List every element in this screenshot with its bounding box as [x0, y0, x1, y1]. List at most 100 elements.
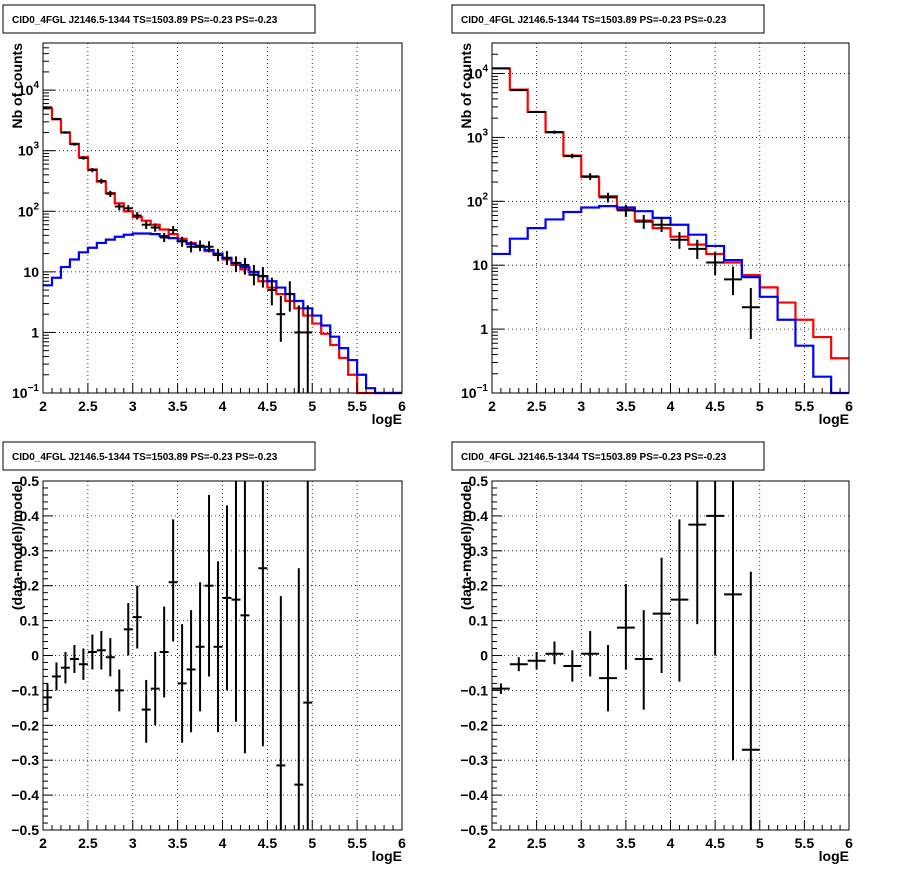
data-point: [599, 192, 617, 203]
data-point: [563, 153, 582, 159]
data-point: [114, 669, 124, 712]
data-point: [294, 305, 304, 393]
x-tick-label: 2.5: [78, 398, 98, 414]
data-point: [168, 226, 178, 235]
y-tick-label: 0.3: [469, 543, 489, 559]
chart-pad-top-left: CID0_4FGL J2146.5-1344 TS=1503.89 PS=-0.…: [0, 0, 449, 437]
x-tick-label: 4: [219, 835, 227, 851]
data-point: [276, 596, 286, 830]
x-axis: 2 2.5 3 3.5 4 4.5 5 5.5 6: [488, 820, 853, 851]
data-point: [545, 641, 564, 665]
data-point: [652, 217, 671, 233]
y-tick-label: 10: [23, 264, 39, 280]
y-tick-label: −0.3: [11, 752, 39, 768]
data-point: [87, 167, 97, 173]
x-tick-label: 2: [39, 835, 47, 851]
x-tick-label: 3.5: [616, 398, 636, 414]
data-point: [527, 110, 546, 114]
y-tick-label: 0.5: [20, 473, 40, 489]
data-point: [114, 203, 124, 211]
data-point: [581, 631, 600, 677]
tick-exponent: 3: [33, 141, 39, 152]
data-point: [545, 130, 564, 134]
x-axis-label: logE: [819, 848, 849, 864]
data-point: [204, 494, 214, 677]
data-point: [670, 519, 689, 682]
data-point: [132, 212, 142, 220]
tick-exponent: 2: [33, 201, 39, 212]
y-tick-label: −0.5: [11, 822, 39, 838]
title-frame: [451, 441, 765, 471]
data-point: [51, 662, 61, 691]
chart-pad-top-right: CID0_4FGL J2146.5-1344 TS=1503.89 PS=-0.…: [449, 0, 898, 437]
y-tick-label: 0.1: [469, 613, 489, 629]
tick-exponent: −1: [477, 383, 489, 394]
data-point: [168, 519, 178, 642]
x-tick-label: 6: [398, 398, 406, 414]
y-tick-label: 0: [31, 648, 39, 664]
chart-svg: CID0_4FGL J2146.5-1344 TS=1503.89 PS=-0.…: [2, 441, 406, 864]
tick-exponent: 2: [482, 191, 488, 202]
chart-title-box: CID0_4FGL J2146.5-1344 TS=1503.89 PS=-0.…: [2, 441, 316, 471]
tick-exponent: 3: [482, 127, 488, 138]
data-point: [78, 156, 88, 160]
y-axis: −0.5 −0.4 −0.3 −0.2 −0.1 0 0.1 0.2 0.3 0.4 0.5: [460, 473, 502, 838]
chart-title-box: CID0_4FGL J2146.5-1344 TS=1503.89 PS=-0.…: [451, 4, 765, 34]
data-point: [141, 220, 151, 229]
chart-title: CID0_4FGL J2146.5-1344 TS=1503.89 PS=-0.…: [461, 452, 727, 463]
x-tick-label: 4: [667, 835, 675, 851]
data-point: [294, 568, 304, 830]
data-point: [231, 256, 241, 272]
data-point: [688, 239, 707, 260]
x-axis: 2 2.5 3 3.5 4 4.5 5 5.5 6: [488, 383, 853, 414]
data-point: [724, 481, 742, 761]
data-point: [276, 295, 286, 342]
data-point: [150, 223, 160, 232]
y-tick-label: −0.1: [460, 682, 488, 698]
x-axis-label: logE: [819, 411, 849, 427]
chart-pad-bottom-right: CID0_4FGL J2146.5-1344 TS=1503.89 PS=-0.…: [449, 437, 898, 875]
grid: [42, 480, 403, 831]
data-point: [87, 634, 97, 670]
data-point: [634, 610, 653, 710]
data-point: [195, 582, 205, 712]
y-tick-label: 0.5: [469, 473, 489, 489]
data-point: [222, 505, 232, 691]
data-point: [492, 67, 510, 70]
x-tick-label: 2.5: [527, 835, 547, 851]
y-tick-label: 103: [18, 141, 40, 159]
data-point: [213, 248, 223, 262]
chart-title-box: CID0_4FGL J2146.5-1344 TS=1503.89 PS=-0.…: [2, 4, 316, 34]
data-point: [177, 624, 187, 743]
x-tick-label: 5: [308, 835, 316, 851]
y-tick-label: 0.4: [469, 508, 489, 524]
data-point: [60, 652, 70, 684]
data-point: [616, 583, 635, 670]
x-tick-label: 4: [219, 398, 227, 414]
data-point: [741, 571, 760, 830]
y-axis-label: (data-model)/model: [9, 481, 25, 610]
title-frame: [2, 441, 316, 471]
data-point: [150, 652, 160, 726]
data-point: [652, 557, 671, 673]
histogram-series: [492, 205, 849, 395]
data-point: [249, 264, 259, 286]
x-tick-label: 4: [667, 398, 675, 414]
y-tick-label: 0.4: [20, 508, 40, 524]
chart-pad-bottom-left: CID0_4FGL J2146.5-1344 TS=1503.89 PS=-0.…: [0, 437, 449, 875]
tick-exponent: 4: [482, 63, 488, 74]
x-tick-label: 4.5: [258, 398, 278, 414]
tick-exponent: 4: [33, 80, 39, 91]
x-tick-label: 3: [129, 398, 137, 414]
data-point: [509, 89, 528, 92]
x-tick-label: 3.5: [168, 398, 188, 414]
x-tick-label: 6: [845, 835, 853, 851]
x-axis-label: logE: [372, 848, 402, 864]
data-point: [195, 240, 205, 252]
data-points: [43, 106, 313, 393]
data-point: [240, 481, 250, 754]
chart-title-box: CID0_4FGL J2146.5-1344 TS=1503.89 PS=-0.…: [451, 441, 765, 471]
data-point: [204, 241, 214, 253]
y-tick-label: 102: [467, 191, 489, 209]
data-point: [563, 650, 582, 682]
